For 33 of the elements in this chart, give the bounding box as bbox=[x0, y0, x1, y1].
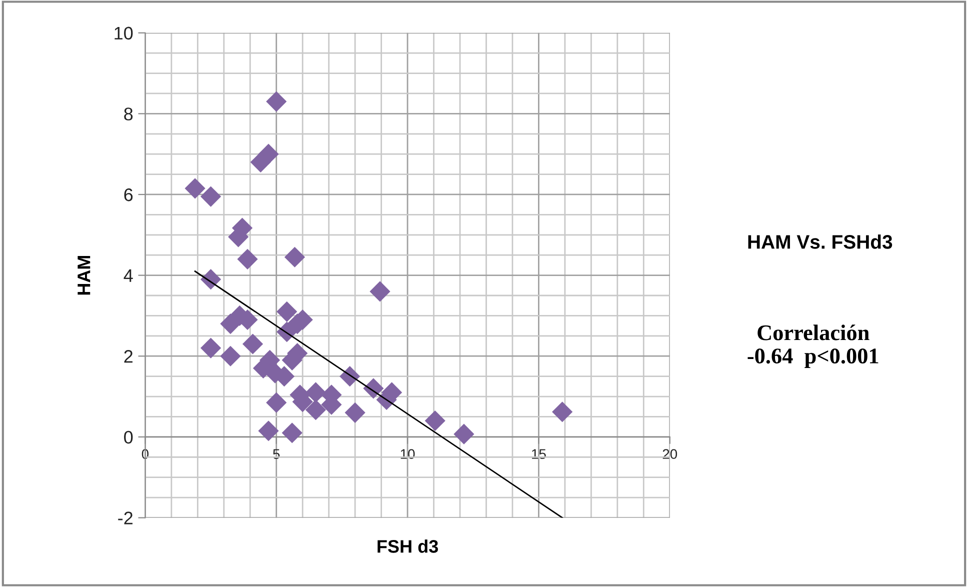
x-axis-title: FSH d3 bbox=[378, 540, 438, 553]
point bbox=[220, 346, 241, 366]
point bbox=[282, 422, 302, 444]
point bbox=[552, 402, 573, 422]
point bbox=[266, 91, 287, 112]
point bbox=[250, 152, 271, 172]
point bbox=[276, 322, 298, 342]
y-tick-label: 2 bbox=[124, 350, 132, 363]
point bbox=[276, 301, 298, 322]
y-tick-label: 8 bbox=[124, 108, 133, 120]
point bbox=[258, 420, 279, 442]
point bbox=[200, 186, 222, 207]
y-tick-label: 4 bbox=[124, 269, 133, 282]
point bbox=[344, 402, 366, 423]
point bbox=[266, 392, 287, 413]
point bbox=[242, 334, 264, 354]
y-tick-label: -2 bbox=[118, 512, 132, 524]
point bbox=[305, 382, 326, 403]
point bbox=[284, 246, 306, 268]
y-axis-title: HAM bbox=[78, 256, 90, 295]
x-tick-label: 20 bbox=[662, 449, 678, 459]
point bbox=[237, 248, 258, 270]
point bbox=[200, 338, 222, 358]
text: Correlación -0.64 p<0.001 bbox=[748, 324, 878, 368]
point bbox=[454, 424, 474, 444]
y-tick-label: 6 bbox=[124, 188, 133, 202]
y-tick-label: 0 bbox=[124, 430, 133, 444]
point bbox=[424, 410, 446, 432]
point bbox=[184, 178, 206, 199]
text: HAM Vs. FSHd3 bbox=[748, 234, 892, 249]
point bbox=[305, 400, 326, 420]
y-tick-label: 10 bbox=[114, 26, 133, 40]
point bbox=[370, 281, 390, 302]
